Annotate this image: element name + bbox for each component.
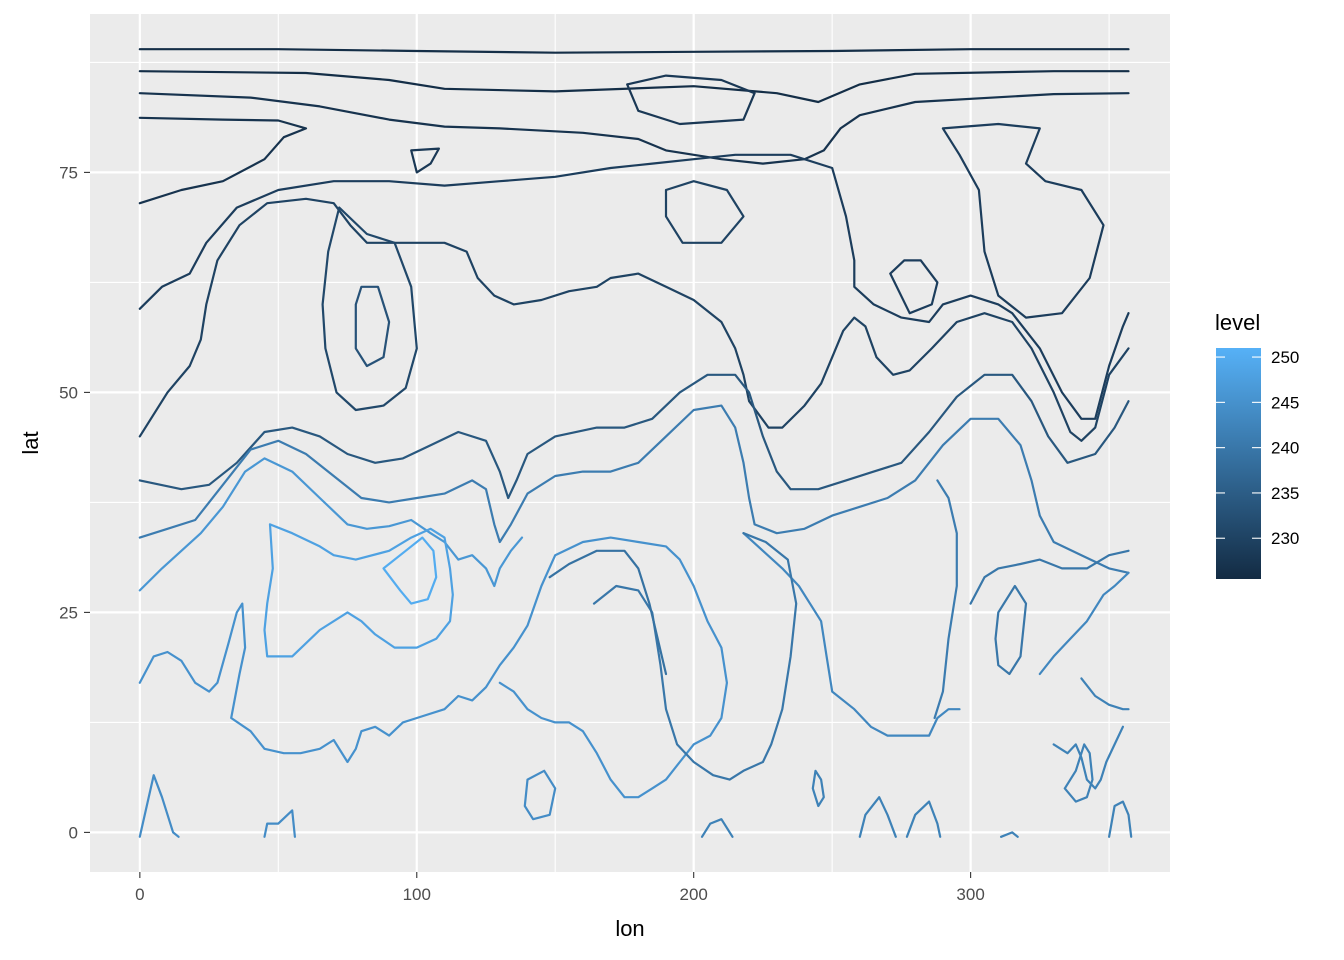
contour-line-245 [138, 536, 728, 799]
contour-line-234 [138, 373, 1130, 500]
legend-title: level [1215, 310, 1260, 335]
contour-line-230 [138, 197, 1130, 442]
legend-tick-label: 250 [1271, 348, 1299, 367]
contour-line-240 [969, 549, 1130, 605]
contour-line-242 [700, 818, 734, 838]
contour-line-244 [523, 769, 557, 821]
contour-line-227 [138, 92, 1130, 165]
legend-tick-label: 240 [1271, 439, 1299, 458]
contour-line-229 [889, 259, 939, 315]
contour-line-243 [1038, 571, 1130, 676]
y-axis-title: lat [18, 431, 43, 454]
contour-line-233 [354, 285, 391, 368]
y-axis-ticks: 0 25 50 75 [59, 163, 90, 842]
y-tick-label: 75 [59, 163, 78, 182]
y-tick-label: 25 [59, 603, 78, 622]
x-tick-label: 200 [680, 885, 708, 904]
contour-line-240 [994, 584, 1028, 676]
legend-tick-label: 230 [1271, 529, 1299, 548]
contour-line-242 [905, 800, 942, 838]
x-axis-title: lon [615, 916, 644, 941]
panel-background [90, 14, 1170, 872]
x-tick-label: 0 [135, 885, 144, 904]
contour-line-228 [410, 147, 440, 174]
x-axis-ticks: 0 100 200 300 [135, 872, 985, 904]
legend-tick-label: 235 [1271, 484, 1299, 503]
legend-ticks: 230 235 240 245 250 [1216, 348, 1299, 548]
contour-line-242 [1108, 800, 1133, 838]
contour-line-228 [626, 74, 756, 126]
contour-line-231 [321, 206, 418, 412]
contour-line-241 [138, 404, 1130, 574]
legend: level 230 235 240 245 250 [1215, 310, 1299, 579]
legend-tick-label: 245 [1271, 393, 1299, 412]
major-gridlines [90, 14, 1170, 872]
contour-line-244 [138, 774, 180, 838]
contour-line-239 [548, 549, 668, 676]
contour-line-250 [382, 536, 438, 605]
minor-gridlines [90, 14, 1170, 872]
contour-line-244 [263, 809, 296, 838]
contour-line-248 [263, 523, 454, 658]
contour-line-241 [933, 479, 958, 720]
x-tick-label: 300 [956, 885, 984, 904]
contour-line-242 [858, 796, 897, 838]
contour-line-242 [1080, 677, 1130, 711]
contour-lines [138, 48, 1133, 838]
contour-line-246 [138, 457, 524, 592]
contour-line-226 [138, 70, 1130, 104]
contour-line-230 [664, 180, 745, 244]
contour-line-227 [138, 116, 308, 205]
contour-line-242 [1000, 831, 1019, 838]
legend-colorbar [1216, 348, 1261, 579]
y-tick-label: 0 [69, 823, 78, 842]
y-tick-label: 50 [59, 383, 78, 402]
contour-line-226 [138, 48, 1130, 54]
x-tick-label: 100 [403, 885, 431, 904]
contour-line-242 [1063, 743, 1094, 803]
contour-line-242 [811, 769, 825, 808]
contour-line-229 [941, 122, 1105, 319]
contour-line-229 [138, 153, 1130, 420]
